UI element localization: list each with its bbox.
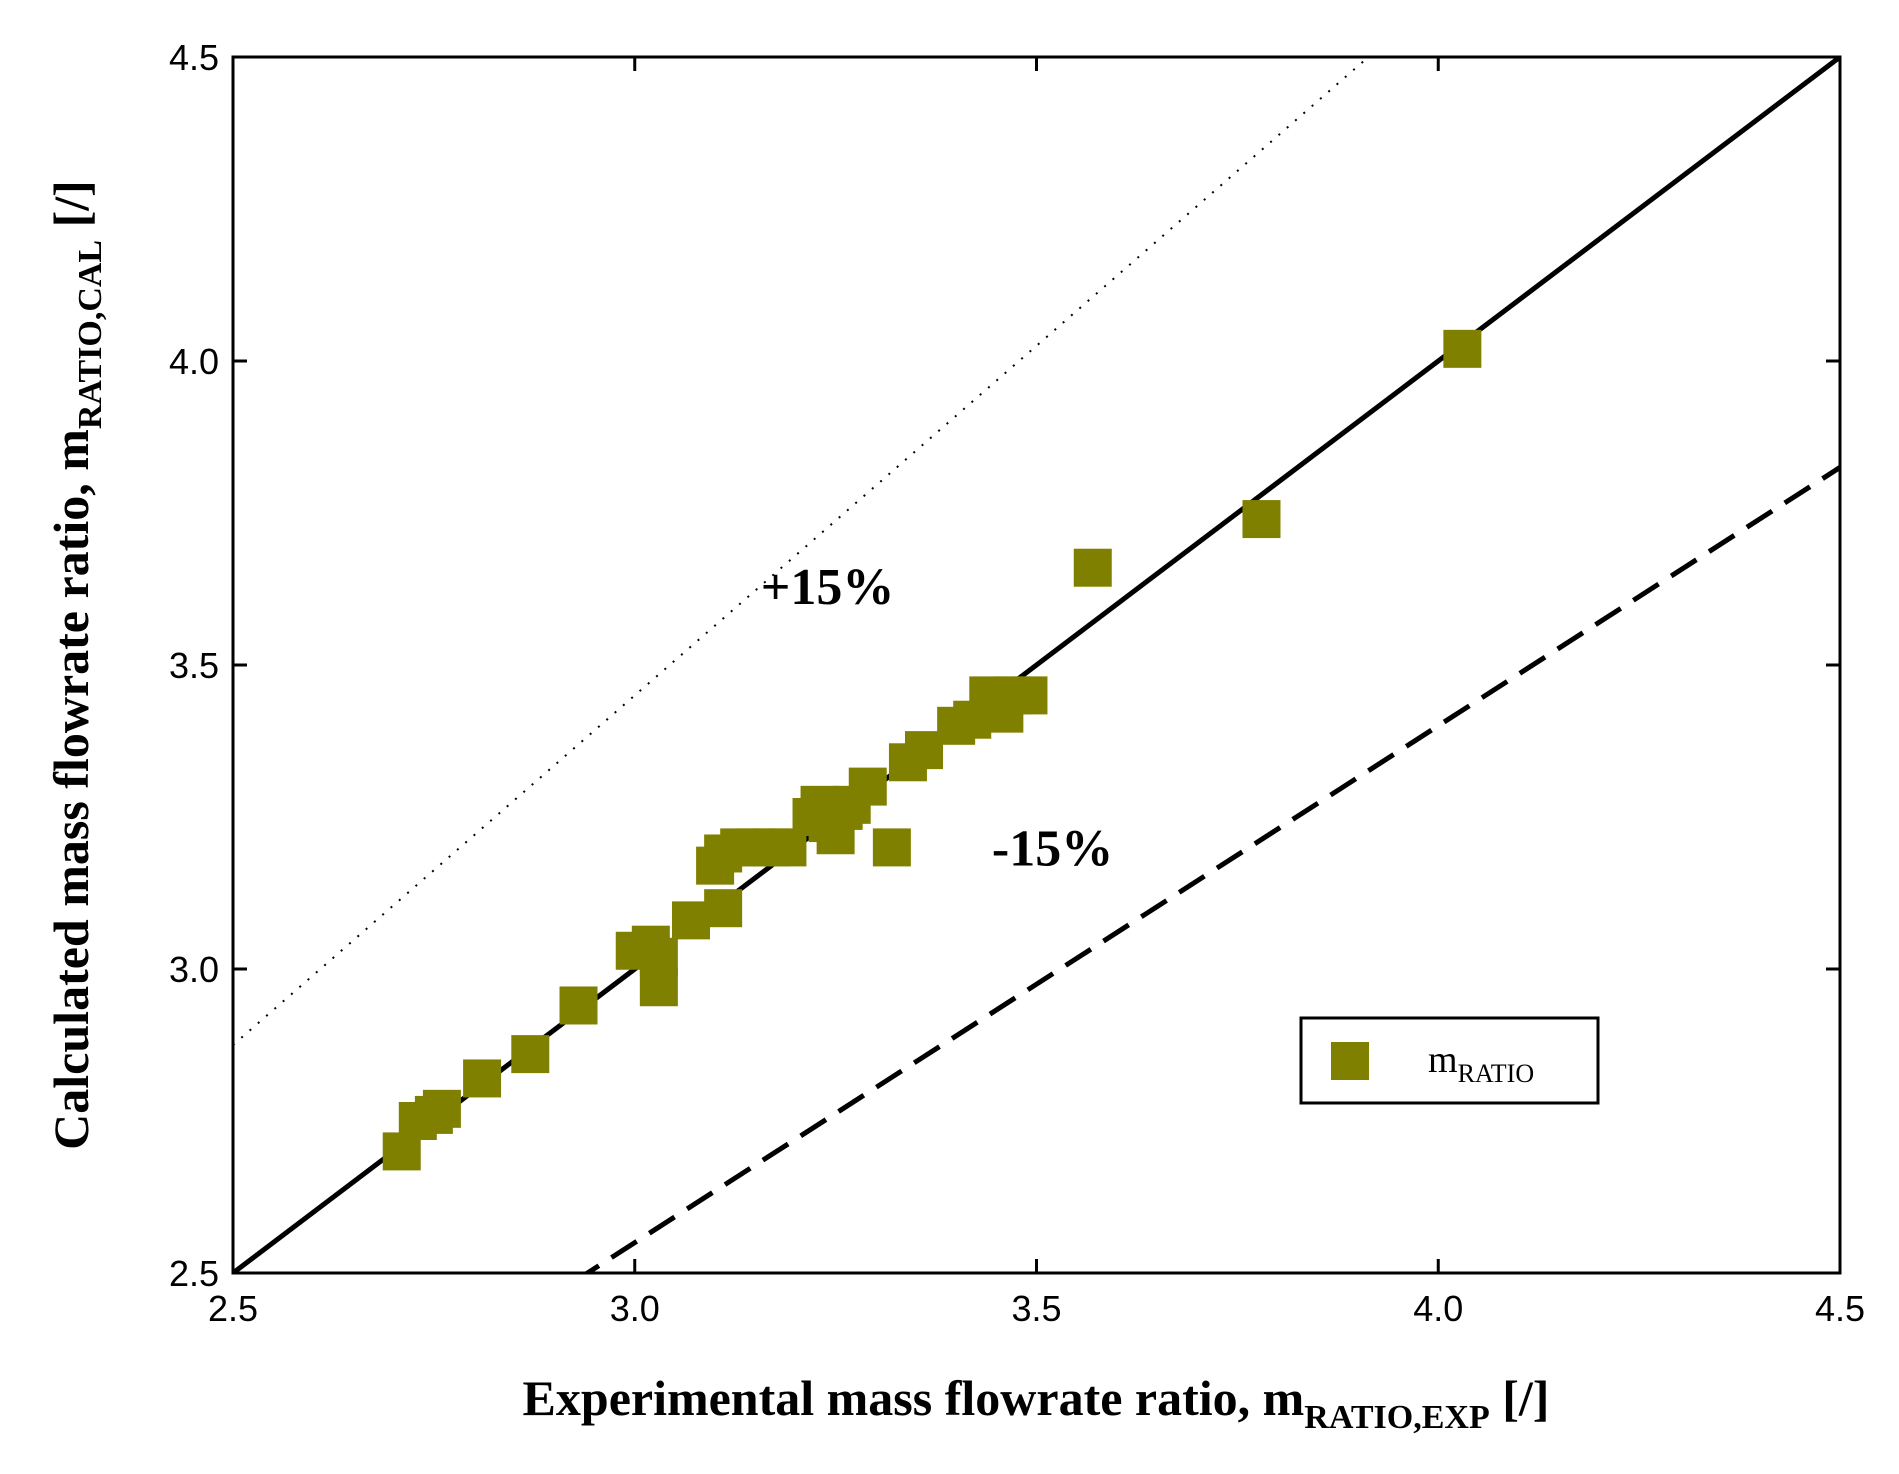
plus-15-percent-label: +15% [761, 559, 895, 616]
x-tick-label: 4.0 [1413, 1288, 1463, 1329]
data-point [639, 968, 678, 1007]
minus-15-percent-label: -15% [992, 821, 1113, 878]
data-point [1073, 548, 1112, 587]
data-point [1443, 329, 1482, 368]
x-axis-ticks: 2.5 3.0 3.5 4.0 4.5 [208, 57, 1865, 1329]
data-point [511, 1035, 550, 1074]
data-point [422, 1089, 461, 1128]
data-point [1009, 676, 1048, 715]
legend-label: mRATIO [1428, 1039, 1534, 1088]
x-tick-label: 2.5 [208, 1288, 258, 1329]
plus-15-percent-line [233, 57, 1370, 1046]
x-tick-label: 3.5 [1011, 1288, 1061, 1329]
y-axis-ticks: 2.5 3.0 3.5 4.0 4.5 [169, 37, 1840, 1294]
data-point [463, 1059, 502, 1098]
legend: mRATIO [1299, 1016, 1600, 1105]
y-tick-label: 3.0 [169, 949, 219, 990]
data-point [905, 731, 944, 770]
data-point [872, 828, 911, 867]
y-tick-label: 4.5 [169, 37, 219, 78]
y-tick-label: 3.5 [169, 645, 219, 686]
data-point [848, 767, 887, 806]
minus-15-percent-line [582, 465, 1840, 1273]
data-point [1242, 500, 1281, 539]
x-tick-label: 3.0 [610, 1288, 660, 1329]
data-points [382, 329, 1482, 1171]
data-point [559, 986, 598, 1025]
data-point [704, 889, 743, 928]
x-tick-label: 4.5 [1815, 1288, 1865, 1329]
y-axis-title: Calculated mass flowrate ratio, mRATIO,C… [43, 180, 109, 1150]
x-axis-title: Experimental mass flowrate ratio, mRATIO… [523, 1370, 1550, 1436]
legend-marker [1331, 1042, 1369, 1080]
y-tick-label: 2.5 [169, 1253, 219, 1294]
y-tick-label: 4.0 [169, 341, 219, 382]
data-point [671, 901, 710, 940]
